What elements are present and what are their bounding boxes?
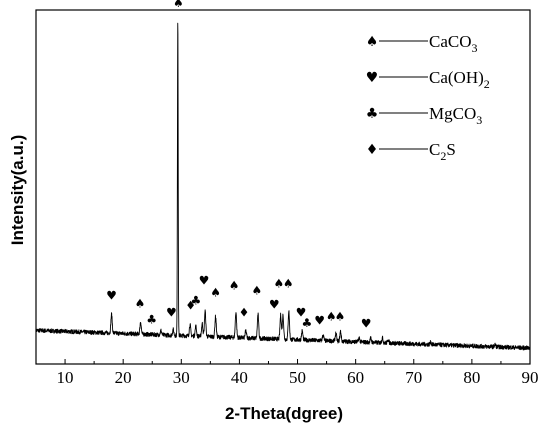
heart-icon: ♥ xyxy=(314,314,325,328)
plot-frame xyxy=(35,9,531,365)
legend: ♠ CaCO3 ♥ Ca(OH)2 ♣ MgCO3 ♦ C2S xyxy=(366,32,490,163)
legend-label: C2S xyxy=(429,140,456,163)
diamond-icon: ♦ xyxy=(366,142,379,158)
plot-border xyxy=(35,9,531,365)
spade-icon: ♠ xyxy=(210,285,221,299)
heart-icon: ♥ xyxy=(366,70,379,86)
spade-icon: ♠ xyxy=(366,34,379,50)
x-axis-label: 2-Theta(dgree) xyxy=(225,404,343,423)
legend-entry: ♠ CaCO3 xyxy=(366,32,478,55)
x-tick-label: 10 xyxy=(57,368,74,387)
club-icon: ♣ xyxy=(366,106,379,122)
diamond-icon: ♦ xyxy=(185,298,196,312)
x-axis: 10 20 30 40 50 60 70 80 90 xyxy=(35,359,539,387)
x-tick-label: 60 xyxy=(347,368,364,387)
xrd-pattern-line xyxy=(35,22,531,351)
peak-annotations: ♥♠♣♥♠♦♣♥♠♠♦♠♥♠♠♥♣ ♥ ♠♠♥ xyxy=(106,0,371,331)
legend-label: MgCO3 xyxy=(429,104,482,127)
x-tick-label: 80 xyxy=(463,368,480,387)
heart-icon: ♥ xyxy=(166,306,177,320)
spade-icon: ♠ xyxy=(283,277,294,291)
heart-icon: ♥ xyxy=(199,273,210,287)
x-tick-label: 20 xyxy=(115,368,132,387)
legend-label: Ca(OH)2 xyxy=(429,68,490,91)
club-icon: ♣ xyxy=(301,316,312,330)
heart-icon: ♥ xyxy=(269,297,280,311)
x-tick-label: 40 xyxy=(231,368,248,387)
spade-icon: ♠ xyxy=(326,309,337,323)
y-axis-label: Intensity(a.u.) xyxy=(8,135,27,246)
x-tick-label: 50 xyxy=(289,368,306,387)
club-icon: ♣ xyxy=(146,313,157,327)
club-icon: ♣ xyxy=(190,294,201,308)
x-tick-label: 90 xyxy=(522,368,539,387)
heart-icon: ♥ xyxy=(106,289,117,303)
x-tick-label: 30 xyxy=(173,368,190,387)
x-tick-label: 70 xyxy=(405,368,422,387)
legend-label: CaCO3 xyxy=(429,32,478,55)
legend-entry: ♥ Ca(OH)2 xyxy=(366,68,490,91)
spade-icon: ♠ xyxy=(274,277,285,291)
spade-icon: ♠ xyxy=(173,0,184,10)
spade-icon: ♠ xyxy=(335,309,346,323)
legend-entry: ♣ MgCO3 xyxy=(366,104,483,127)
series xyxy=(35,22,531,351)
heart-icon: ♥ xyxy=(296,306,307,320)
legend-entry: ♦ C2S xyxy=(366,140,456,163)
diamond-icon: ♦ xyxy=(239,306,250,320)
heart-icon: ♥ xyxy=(361,317,372,331)
spade-icon: ♠ xyxy=(135,297,146,311)
spade-icon: ♠ xyxy=(229,278,240,292)
spade-icon: ♠ xyxy=(251,283,262,297)
